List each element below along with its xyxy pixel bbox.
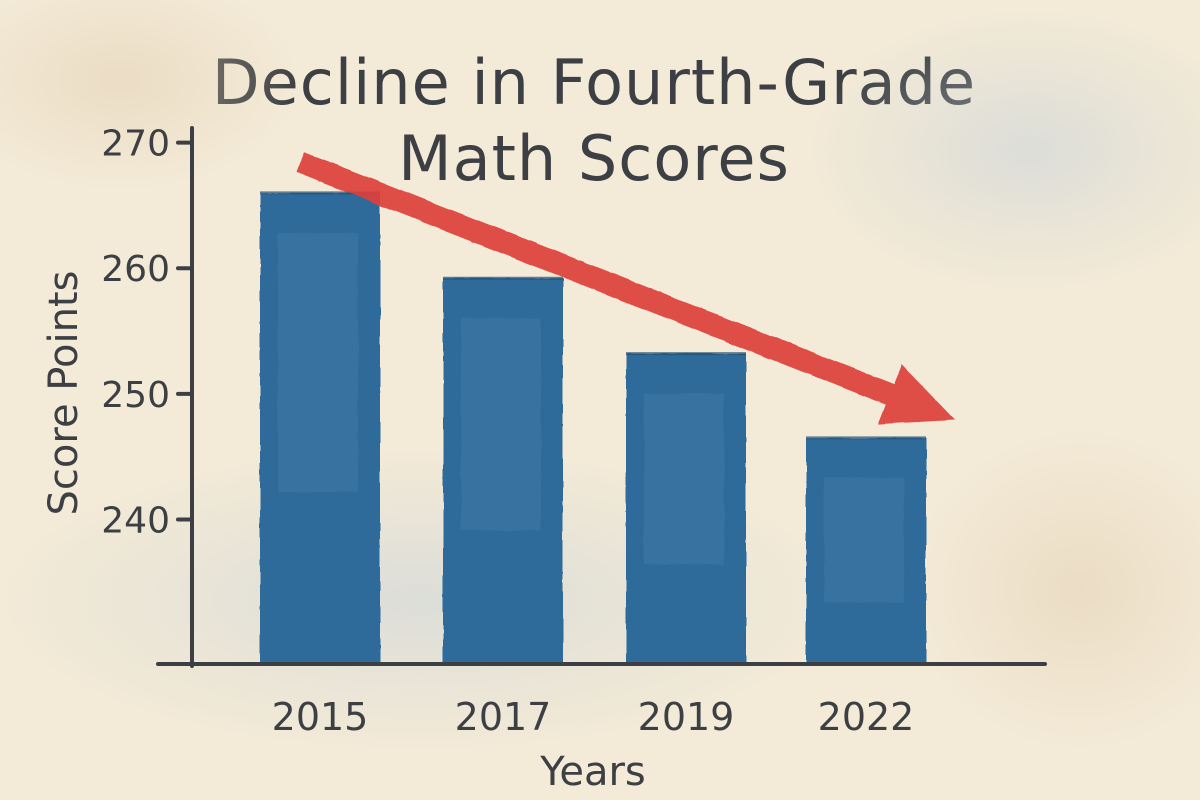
paper-texture: [0, 0, 1200, 750]
bar-2022: [806, 436, 926, 664]
x-tick-label-2015: 2015: [272, 695, 369, 739]
trend-arrow: [296, 151, 955, 425]
bar-watercolor-highlight: [824, 477, 904, 603]
x-tick-label-2017: 2017: [455, 695, 552, 739]
y-axis-label: Score Points: [41, 271, 87, 516]
y-tick-label-260: 260: [101, 249, 170, 290]
axes-group: [156, 126, 1047, 668]
x-tick-label-2019: 2019: [638, 695, 735, 739]
y-tick-label-250: 250: [101, 375, 170, 416]
y-tick-label-270: 270: [101, 124, 170, 165]
y-tick-label-240: 240: [101, 501, 170, 542]
x-axis-label: Years: [539, 749, 646, 795]
bar-watercolor-highlight: [644, 393, 724, 565]
trend-arrow-shape: [296, 151, 955, 425]
bar-2017: [443, 276, 563, 664]
bar-2019: [626, 352, 746, 664]
chart-title-line-2: Math Scores: [398, 122, 790, 195]
bar-watercolor-highlight: [461, 318, 541, 531]
bar-2015: [260, 191, 380, 664]
x-tick-label-2022: 2022: [818, 695, 915, 739]
axis-labels-group: 240 250 260 270 2015 2017 2019 2022 Years Score P…: [41, 124, 914, 795]
bar-watercolor-highlight: [278, 232, 358, 492]
bars-group: [260, 191, 926, 664]
